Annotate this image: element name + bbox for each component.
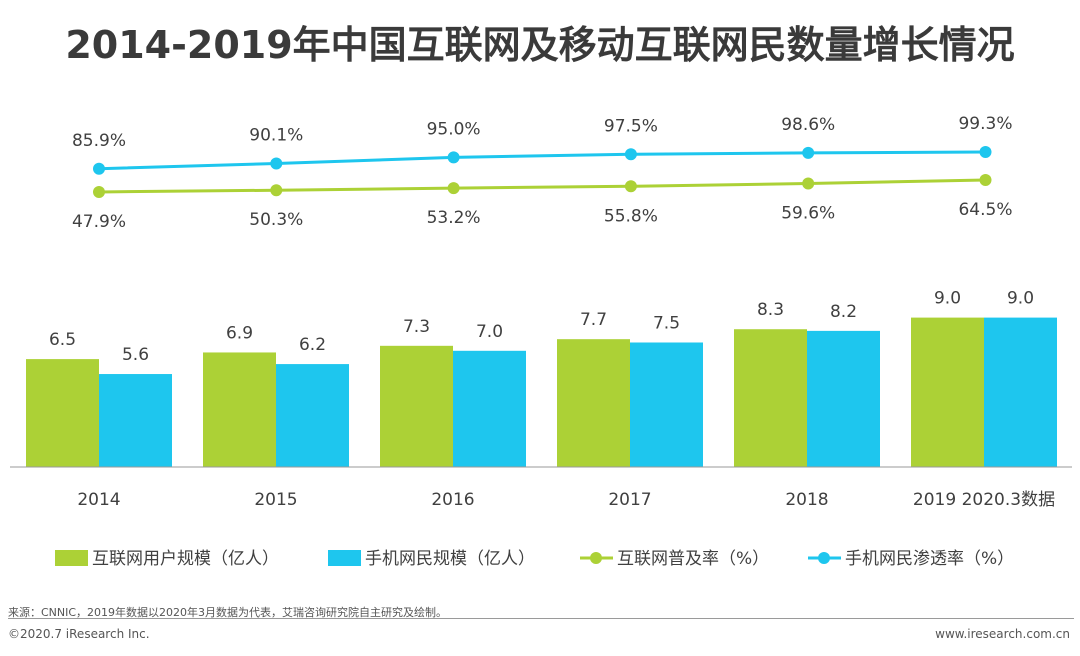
bar-internet-users-1 bbox=[203, 352, 276, 467]
line-value-label: 50.3% bbox=[249, 210, 303, 230]
line-value-label: 85.9% bbox=[72, 131, 126, 151]
bar-mobile-users-0 bbox=[99, 374, 172, 467]
x-tick-label: 2017 bbox=[608, 490, 651, 510]
copyright: ©2020.7 iResearch Inc. bbox=[8, 627, 150, 641]
website-link[interactable]: www.iresearch.com.cn bbox=[935, 627, 1070, 641]
line-point bbox=[93, 162, 105, 175]
line-point bbox=[802, 146, 815, 159]
x-tick-label: 2016 bbox=[431, 490, 474, 510]
bar-value-label: 8.2 bbox=[830, 302, 857, 322]
bars-group: 6.5 5.6 6.9 6.2 7.3 7.0 7.7 7.5 8.3 8.2 9.0 9.0 bbox=[26, 289, 1057, 467]
x-tick-label: 2018 bbox=[785, 490, 828, 510]
bar-value-label: 9.0 bbox=[934, 289, 961, 309]
legend-swatch bbox=[328, 550, 361, 566]
bar-internet-users-2 bbox=[380, 345, 453, 467]
bar-internet-users-4 bbox=[734, 329, 807, 467]
legend-label: 互联网用户规模（亿人） bbox=[92, 549, 279, 569]
bar-mobile-users-3 bbox=[630, 342, 703, 467]
legend-label: 互联网普及率（%） bbox=[617, 549, 769, 569]
bar-value-label: 7.3 bbox=[403, 317, 430, 337]
line-mobile-penetration bbox=[98, 150, 986, 171]
line-value-label: 99.3% bbox=[958, 114, 1012, 134]
legend-label: 手机网民渗透率（%） bbox=[845, 549, 1014, 569]
legend-marker bbox=[590, 552, 602, 564]
source-note: 来源：CNNIC，2019年数据以2020年3月数据为代表，艾瑞咨询研究院自主研… bbox=[8, 606, 448, 619]
lines-group: 47.9% 50.3% 53.2% 55.8% 59.6% 64.5% 85.9% 90.1%… bbox=[72, 114, 1013, 232]
line-internet-penetration bbox=[98, 178, 986, 194]
legend: 互联网用户规模（亿人） 手机网民规模（亿人） 互联网普及率（%） 手机网民渗透率（%） bbox=[55, 549, 1014, 569]
bar-mobile-users-2 bbox=[453, 350, 526, 467]
bar-internet-users-5 bbox=[911, 317, 984, 467]
line-point bbox=[447, 182, 460, 195]
line-point bbox=[270, 184, 283, 197]
line-value-label: 59.6% bbox=[781, 204, 835, 224]
x-tick-label: 2014 bbox=[77, 490, 120, 510]
line-point bbox=[802, 177, 815, 190]
line-value-label: 98.6% bbox=[781, 115, 835, 135]
x-tick-labels: 2014 2015 2016 2017 2018 2019 2020.3数据 bbox=[77, 490, 1055, 510]
bar-value-label: 7.5 bbox=[653, 314, 680, 334]
line-value-label: 97.5% bbox=[604, 116, 658, 136]
bar-value-label: 7.7 bbox=[580, 310, 607, 330]
bar-value-label: 9.0 bbox=[1007, 289, 1034, 309]
line-value-label: 47.9% bbox=[72, 212, 126, 232]
x-tick-label: 2015 bbox=[254, 490, 297, 510]
line-point bbox=[270, 157, 283, 170]
bar-internet-users-3 bbox=[557, 339, 630, 467]
line-point bbox=[624, 148, 637, 161]
bar-value-label: 6.2 bbox=[299, 335, 326, 355]
line-value-label: 90.1% bbox=[249, 126, 303, 146]
line-value-label: 53.2% bbox=[427, 208, 481, 228]
line-point bbox=[447, 151, 460, 164]
bar-value-label: 8.3 bbox=[757, 300, 784, 320]
line-point bbox=[93, 185, 105, 198]
bar-value-label: 6.5 bbox=[49, 330, 76, 350]
footer-divider bbox=[8, 618, 1074, 619]
x-tick-label: 2019 2020.3数据 bbox=[913, 490, 1055, 510]
bar-internet-users-0 bbox=[26, 359, 99, 467]
line-point bbox=[979, 174, 992, 186]
legend-swatch bbox=[55, 550, 88, 566]
line-value-label: 55.8% bbox=[604, 206, 658, 226]
bar-value-label: 7.0 bbox=[476, 322, 503, 342]
bar-value-label: 5.6 bbox=[122, 345, 149, 365]
bar-value-label: 6.9 bbox=[226, 323, 253, 343]
bar-mobile-users-5 bbox=[984, 317, 1057, 467]
line-point bbox=[979, 146, 992, 158]
legend-label: 手机网民规模（亿人） bbox=[365, 549, 535, 569]
line-point bbox=[624, 180, 637, 193]
bar-mobile-users-1 bbox=[276, 364, 349, 467]
legend-marker bbox=[818, 552, 830, 564]
chart-title: 2014-2019年中国互联网及移动互联网民数量增长情况 bbox=[65, 23, 1015, 67]
line-value-label: 95.0% bbox=[427, 119, 481, 139]
bar-mobile-users-4 bbox=[807, 330, 880, 467]
line-value-label: 64.5% bbox=[958, 200, 1012, 220]
